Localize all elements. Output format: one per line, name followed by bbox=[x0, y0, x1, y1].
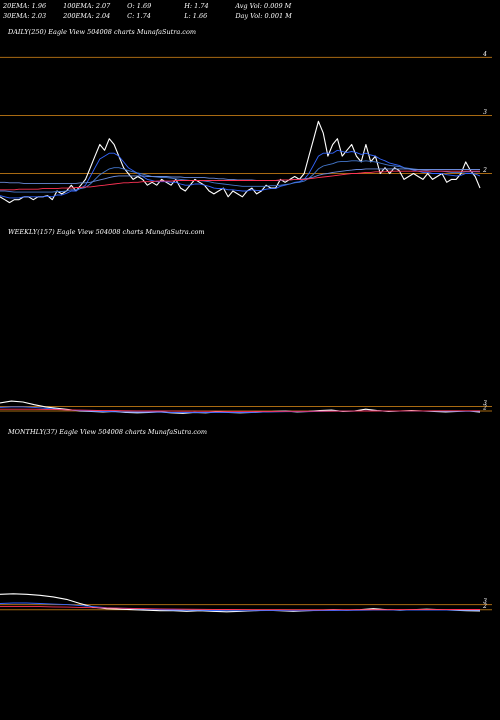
close-value: C: 1.74 bbox=[127, 12, 151, 20]
ema100-value: 100EMA: 2.07 bbox=[63, 2, 111, 10]
daily-tick-label-1: 3 bbox=[483, 109, 487, 116]
indicator-row-1: 20EMA: 1.96 100EMA: 2.07 O: 1.69 H: 1.74… bbox=[3, 2, 291, 10]
daily-series-1 bbox=[0, 149, 481, 199]
indicator-row-2: 30EMA: 2.03 200EMA: 2.04 C: 1.74 L: 1.66… bbox=[3, 12, 292, 20]
daily-chart: 4 3 2 bbox=[0, 51, 492, 204]
monthly-series-2 bbox=[0, 606, 480, 611]
daily-tick-label-0: 4 bbox=[482, 51, 487, 58]
daily-series-0 bbox=[0, 120, 481, 204]
monthly-panel-label: MONTHLY(37) Eagle View 504008 charts Mun… bbox=[8, 428, 208, 436]
monthly-series-1 bbox=[0, 602, 481, 612]
weekly-panel-label: WEEKLY(157) Eagle View 504008 charts Mun… bbox=[8, 228, 205, 236]
monthly-chart: 32 bbox=[0, 593, 492, 613]
monthly-tick-label-0: 3 bbox=[483, 598, 487, 605]
daily-tick-label-2: 2 bbox=[482, 167, 487, 174]
monthly-series-0 bbox=[0, 593, 481, 613]
avg-vol-value: Avg Vol: 0.009 M bbox=[235, 2, 292, 10]
daily-series-2 bbox=[0, 160, 480, 193]
monthly-tick-label-1: 2 bbox=[482, 603, 487, 610]
weekly-tick-label-0: 3 bbox=[483, 400, 487, 407]
ema200-value: 200EMA: 2.04 bbox=[63, 12, 111, 20]
open-value: O: 1.69 bbox=[127, 2, 152, 10]
daily-panel-label: DAILY(250) Eagle View 504008 charts Muna… bbox=[8, 28, 197, 36]
high-value: H: 1.74 bbox=[184, 2, 209, 10]
daily-series-4 bbox=[0, 170, 480, 191]
weekly-tick-label-1: 2 bbox=[482, 405, 487, 412]
ema20-value: 20EMA: 1.96 bbox=[3, 2, 47, 10]
day-vol-value: Day Vol: 0.001 M bbox=[235, 12, 292, 20]
low-value: L: 1.66 bbox=[184, 12, 208, 20]
ema30-value: 30EMA: 2.03 bbox=[3, 12, 47, 20]
weekly-chart: 32 bbox=[0, 400, 492, 414]
weekly-series-2 bbox=[0, 408, 480, 412]
daily-series-3 bbox=[0, 168, 480, 184]
